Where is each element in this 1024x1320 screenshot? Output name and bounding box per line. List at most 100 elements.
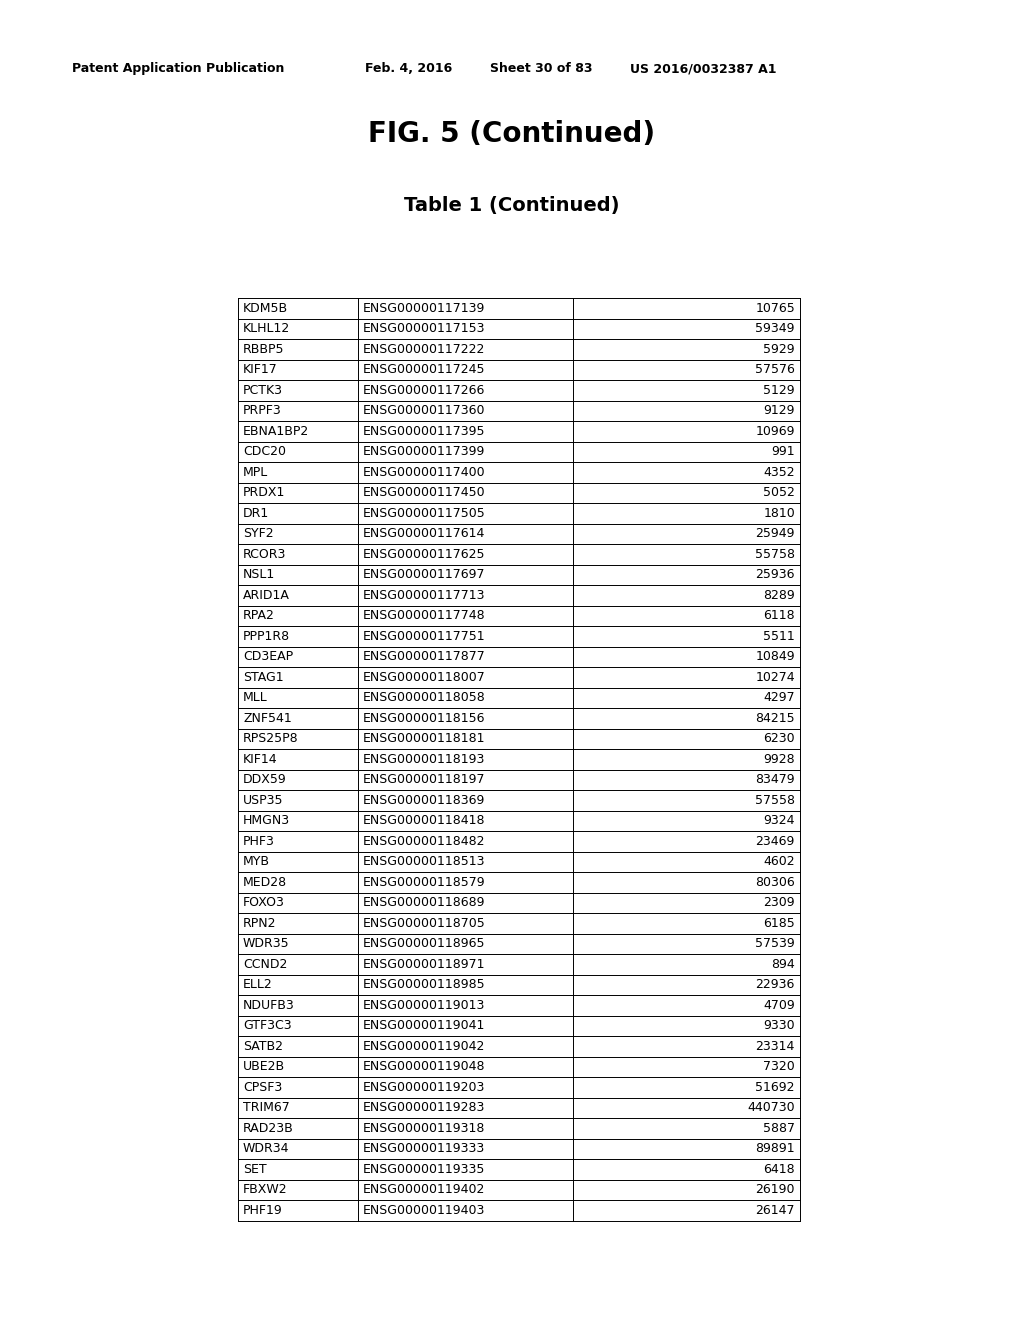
Text: 26190: 26190 (756, 1183, 795, 1196)
Text: ENSG00000117400: ENSG00000117400 (362, 466, 485, 479)
Text: 5052: 5052 (763, 486, 795, 499)
Text: HMGN3: HMGN3 (243, 814, 290, 828)
Text: RPN2: RPN2 (243, 917, 276, 929)
Text: MYB: MYB (243, 855, 270, 869)
Text: ENSG00000117245: ENSG00000117245 (362, 363, 485, 376)
Text: ENSG00000117697: ENSG00000117697 (362, 568, 485, 581)
Text: ARID1A: ARID1A (243, 589, 290, 602)
Text: ENSG00000118985: ENSG00000118985 (362, 978, 485, 991)
Text: PCTK3: PCTK3 (243, 384, 283, 397)
Text: ENSG00000119283: ENSG00000119283 (362, 1101, 485, 1114)
Text: ENSG00000118689: ENSG00000118689 (362, 896, 485, 909)
Text: ENSG00000117614: ENSG00000117614 (362, 527, 485, 540)
Text: 25949: 25949 (756, 527, 795, 540)
Text: WDR34: WDR34 (243, 1142, 290, 1155)
Text: 9324: 9324 (764, 814, 795, 828)
Text: Patent Application Publication: Patent Application Publication (72, 62, 285, 75)
Text: DR1: DR1 (243, 507, 269, 520)
Text: ENSG00000119402: ENSG00000119402 (362, 1183, 485, 1196)
Text: 5511: 5511 (763, 630, 795, 643)
Text: ENSG00000119013: ENSG00000119013 (362, 999, 485, 1011)
Text: USP35: USP35 (243, 793, 284, 807)
Text: ENSG00000117505: ENSG00000117505 (362, 507, 485, 520)
Text: 991: 991 (771, 445, 795, 458)
Text: ENSG00000117748: ENSG00000117748 (362, 610, 485, 622)
Text: NDUFB3: NDUFB3 (243, 999, 295, 1011)
Text: MED28: MED28 (243, 875, 287, 888)
Text: ENSG00000117399: ENSG00000117399 (362, 445, 485, 458)
Text: WDR35: WDR35 (243, 937, 290, 950)
Text: ENSG00000117450: ENSG00000117450 (362, 486, 485, 499)
Text: 10274: 10274 (756, 671, 795, 684)
Text: ENSG00000117266: ENSG00000117266 (362, 384, 485, 397)
Text: ENSG00000119203: ENSG00000119203 (362, 1081, 485, 1094)
Text: ENSG00000117395: ENSG00000117395 (362, 425, 485, 438)
Text: ENSG00000118197: ENSG00000118197 (362, 774, 485, 787)
Text: 9129: 9129 (764, 404, 795, 417)
Text: CDC20: CDC20 (243, 445, 286, 458)
Text: EBNA1BP2: EBNA1BP2 (243, 425, 309, 438)
Text: 5887: 5887 (763, 1122, 795, 1135)
Text: ENSG00000118156: ENSG00000118156 (362, 711, 485, 725)
Text: PRDX1: PRDX1 (243, 486, 286, 499)
Text: 4352: 4352 (763, 466, 795, 479)
Text: 51692: 51692 (756, 1081, 795, 1094)
Text: ELL2: ELL2 (243, 978, 272, 991)
Text: 4709: 4709 (763, 999, 795, 1011)
Text: ENSG00000117751: ENSG00000117751 (362, 630, 485, 643)
Text: 25936: 25936 (756, 568, 795, 581)
Text: ENSG00000119048: ENSG00000119048 (362, 1060, 485, 1073)
Text: US 2016/0032387 A1: US 2016/0032387 A1 (630, 62, 776, 75)
Text: ZNF541: ZNF541 (243, 711, 292, 725)
Text: SYF2: SYF2 (243, 527, 273, 540)
Text: Table 1 (Continued): Table 1 (Continued) (404, 195, 620, 215)
Text: 4297: 4297 (763, 692, 795, 705)
Text: ENSG00000117139: ENSG00000117139 (362, 302, 485, 314)
Text: ENSG00000117713: ENSG00000117713 (362, 589, 485, 602)
Text: ENSG00000118058: ENSG00000118058 (362, 692, 485, 705)
Text: 10849: 10849 (756, 651, 795, 663)
Text: 6185: 6185 (763, 917, 795, 929)
Text: KIF14: KIF14 (243, 752, 278, 766)
Text: 8289: 8289 (763, 589, 795, 602)
Text: ENSG00000119318: ENSG00000119318 (362, 1122, 485, 1135)
Text: 9330: 9330 (763, 1019, 795, 1032)
Text: TRIM67: TRIM67 (243, 1101, 290, 1114)
Text: 440730: 440730 (748, 1101, 795, 1114)
Text: 5929: 5929 (763, 343, 795, 356)
Text: ENSG00000118007: ENSG00000118007 (362, 671, 485, 684)
Text: 6230: 6230 (763, 733, 795, 746)
Text: 55758: 55758 (755, 548, 795, 561)
Text: 5129: 5129 (763, 384, 795, 397)
Text: SATB2: SATB2 (243, 1040, 283, 1053)
Text: 6118: 6118 (763, 610, 795, 622)
Text: Sheet 30 of 83: Sheet 30 of 83 (490, 62, 593, 75)
Text: ENSG00000117625: ENSG00000117625 (362, 548, 485, 561)
Text: GTF3C3: GTF3C3 (243, 1019, 292, 1032)
Text: 10765: 10765 (756, 302, 795, 314)
Text: ENSG00000117877: ENSG00000117877 (362, 651, 485, 663)
Text: STAG1: STAG1 (243, 671, 284, 684)
Text: CPSF3: CPSF3 (243, 1081, 283, 1094)
Text: ENSG00000119403: ENSG00000119403 (362, 1204, 485, 1217)
Text: PPP1R8: PPP1R8 (243, 630, 290, 643)
Text: ENSG00000117222: ENSG00000117222 (362, 343, 485, 356)
Text: FIG. 5 (Continued): FIG. 5 (Continued) (369, 120, 655, 148)
Text: ENSG00000119333: ENSG00000119333 (362, 1142, 485, 1155)
Text: ENSG00000118369: ENSG00000118369 (362, 793, 485, 807)
Text: 80306: 80306 (756, 875, 795, 888)
Text: 10969: 10969 (756, 425, 795, 438)
Text: 4602: 4602 (763, 855, 795, 869)
Text: MPL: MPL (243, 466, 268, 479)
Text: 23469: 23469 (756, 834, 795, 847)
Text: ENSG00000118971: ENSG00000118971 (362, 958, 485, 970)
Text: 6418: 6418 (763, 1163, 795, 1176)
Text: UBE2B: UBE2B (243, 1060, 285, 1073)
Text: 22936: 22936 (756, 978, 795, 991)
Text: ENSG00000118579: ENSG00000118579 (362, 875, 485, 888)
Text: RPA2: RPA2 (243, 610, 274, 622)
Text: 57558: 57558 (755, 793, 795, 807)
Text: 26147: 26147 (756, 1204, 795, 1217)
Text: ENSG00000118418: ENSG00000118418 (362, 814, 485, 828)
Text: ENSG00000118181: ENSG00000118181 (362, 733, 485, 746)
